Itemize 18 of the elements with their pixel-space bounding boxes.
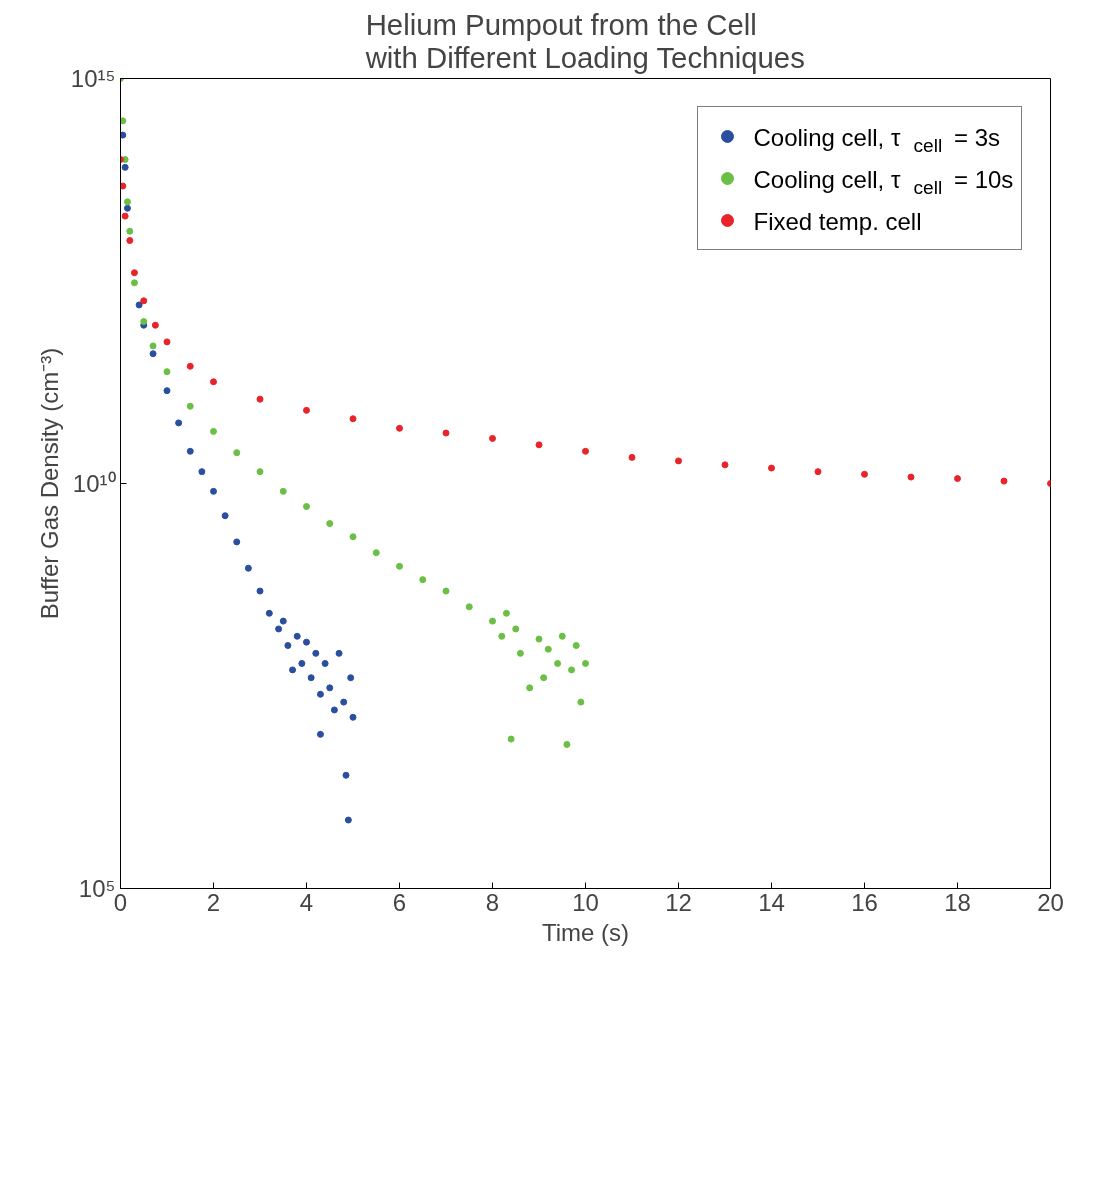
x-tick-label: 4 <box>299 888 314 916</box>
y-axis-title: Buffer Gas Density (cm⁻³) <box>35 347 63 620</box>
x-tick-label: 12 <box>665 888 692 916</box>
x-tick-label: 10 <box>572 888 599 916</box>
y-tick-label: 10¹⁰ <box>72 470 116 497</box>
x-tick-label: 8 <box>485 888 500 916</box>
x-tick-label: 14 <box>758 888 785 916</box>
chart-title: Helium Pumpout from the Cell with Different Loading Techniques <box>364 7 805 74</box>
legend-label: Fixed temp. cell <box>753 208 922 235</box>
x-tick-label: 16 <box>851 888 878 916</box>
x-tick-label: 20 <box>1037 888 1064 916</box>
x-tick-label: 6 <box>392 888 407 916</box>
y-tick-label: 10⁵ <box>78 875 116 902</box>
x-tick-label: 0 <box>113 888 128 916</box>
x-tick-label: 18 <box>944 888 971 916</box>
y-tick-label: 10¹⁵ <box>70 65 116 92</box>
x-axis-title: Time (s) <box>541 918 630 946</box>
x-tick-label: 2 <box>206 888 221 916</box>
